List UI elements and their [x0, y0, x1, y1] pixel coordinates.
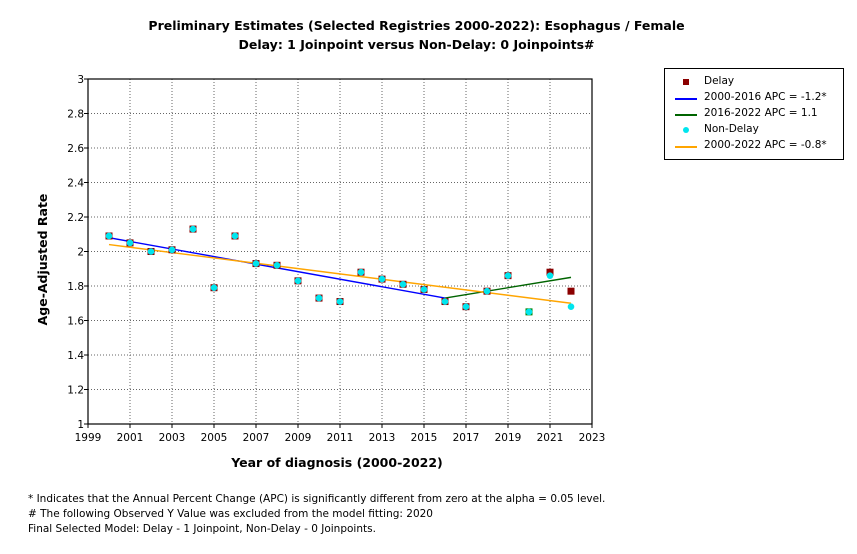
nondelay-point: [210, 284, 218, 292]
x-axis-label: Year of diagnosis (2000-2022): [230, 455, 443, 470]
legend: Delay 2000-2016 APC = -1.2* 2016-2022 AP…: [664, 68, 844, 160]
y-axis-label: Age-Adjusted Rate: [35, 194, 50, 326]
y-tick-label: 2.2: [67, 212, 84, 224]
nondelay-point: [189, 225, 197, 233]
nondelay-point: [546, 272, 554, 279]
nondelay-point: [336, 298, 344, 305]
nondelay-point: [504, 272, 512, 279]
nondelay-point: [231, 232, 239, 240]
nondelay-point: [378, 275, 386, 283]
x-tick-label: 2003: [159, 432, 186, 444]
grid-lines: [88, 79, 592, 424]
nondelay-point: [462, 303, 470, 311]
nondelay-point: [441, 298, 449, 305]
trend-line: [108, 243, 572, 304]
legend-label: 2000-2022 APC = -0.8*: [704, 139, 827, 151]
y-tick-label: 2.4: [67, 178, 84, 190]
nondelay-point: [147, 248, 155, 255]
nondelay-point: [525, 308, 533, 316]
line-swatch-icon: [675, 114, 697, 116]
x-tick-label: 2001: [117, 432, 144, 444]
y-tick-label: 2.8: [67, 109, 84, 121]
legend-label: 2016-2022 APC = 1.1: [704, 107, 818, 119]
x-tick-label: 2021: [537, 432, 564, 444]
data-points: [105, 225, 575, 316]
x-tick-label: 2015: [411, 432, 438, 444]
x-tick-label: 2011: [327, 432, 354, 444]
legend-label: 2000-2016 APC = -1.2*: [704, 91, 827, 103]
x-tick-label: 2019: [495, 432, 522, 444]
x-tick-label: 1999: [75, 432, 102, 444]
nondelay-point: [273, 262, 281, 269]
delay-point: [546, 268, 554, 276]
x-tick-label: 2013: [369, 432, 396, 444]
footnote-final-model: Final Selected Model: Delay - 1 Joinpoin…: [28, 523, 376, 535]
y-tick-label: 2: [77, 247, 84, 259]
nondelay-point: [483, 287, 491, 295]
nondelay-point: [315, 294, 323, 302]
trend-line: [444, 276, 572, 299]
nondelay-point: [567, 303, 575, 311]
x-tick-label: 2009: [285, 432, 312, 444]
chart-subtitle: Delay: 1 Joinpoint versus Non-Delay: 0 J…: [238, 37, 595, 52]
nondelay-point: [168, 246, 176, 254]
line-swatch-icon: [675, 146, 697, 148]
footnote-significance: * Indicates that the Annual Percent Chan…: [28, 493, 606, 505]
nondelay-point: [252, 260, 260, 267]
y-tick-label: 1.2: [67, 385, 84, 397]
x-tick-label: 2017: [453, 432, 480, 444]
y-axis-ticks: 1 1.2 1.4 1.6 1.8 2 2.2 2.4 2.6 2.8 3: [67, 74, 88, 431]
y-tick-label: 2.6: [67, 143, 84, 155]
nondelay-point: [294, 277, 302, 285]
nondelay-point: [105, 232, 113, 240]
x-tick-label: 2023: [579, 432, 606, 444]
x-tick-label: 2007: [243, 432, 270, 444]
line-swatch-icon: [675, 98, 697, 100]
nondelay-point: [399, 280, 407, 288]
legend-label: Delay: [704, 75, 735, 87]
y-tick-label: 1: [77, 419, 84, 431]
x-tick-label: 2005: [201, 432, 228, 444]
y-tick-label: 1.4: [67, 350, 84, 362]
square-marker-icon: [683, 79, 689, 85]
nondelay-point: [420, 286, 428, 293]
y-tick-label: 1.8: [67, 281, 84, 293]
circle-marker-icon: [683, 127, 689, 133]
delay-point: [567, 287, 575, 295]
x-axis-ticks: 1999 2001 2003 2005 2007 2009 2011 2013 2015 2017…: [75, 424, 606, 444]
chart-title: Preliminary Estimates (Selected Registri…: [148, 18, 685, 33]
nondelay-point: [357, 268, 365, 276]
y-tick-label: 1.6: [67, 316, 84, 328]
footnote-excluded: # The following Observed Y Value was exc…: [28, 508, 433, 520]
y-tick-label: 3: [77, 74, 84, 86]
nondelay-point: [126, 239, 134, 247]
legend-label: Non-Delay: [704, 123, 759, 135]
